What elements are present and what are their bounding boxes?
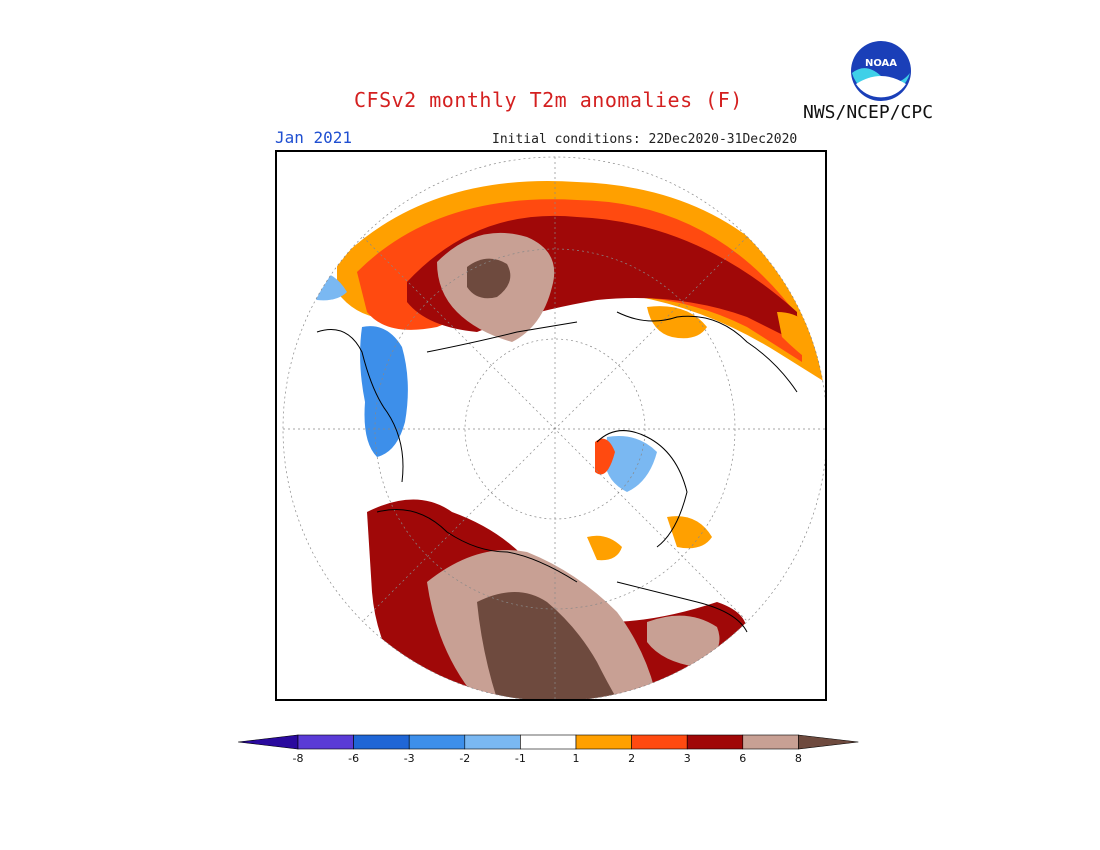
agency-label: NWS/NCEP/CPC (803, 102, 934, 123)
canada-orange-patch (587, 535, 622, 561)
legend-swatch (408, 734, 466, 750)
legend-swatch (238, 734, 299, 750)
north-america-brown (477, 592, 617, 699)
legend-tick-label: 3 (683, 752, 691, 765)
legend-swatch (742, 734, 799, 750)
noaa-logo-text: NOAA (865, 58, 897, 69)
coastlines (316, 311, 798, 633)
legend-swatch (520, 734, 577, 750)
siberia-brown-anomaly (467, 258, 511, 299)
legend-tick-label: 8 (794, 752, 802, 765)
legend-swatch (686, 734, 744, 750)
legend-tick-label: 2 (628, 752, 636, 765)
polar-anomaly-map (282, 156, 828, 702)
legend-swatch (297, 734, 354, 750)
greenland-cold-anomaly (605, 436, 657, 492)
europe-orange (777, 312, 822, 367)
legend-swatch (464, 734, 521, 750)
map-frame (275, 150, 828, 702)
legend-tick-label: -6 (348, 752, 360, 765)
legend-tick-label: 6 (739, 752, 747, 765)
initial-conditions-label: Initial conditions: 22Dec2020-31Dec2020 (492, 132, 798, 147)
greenland-red-fringe (595, 438, 615, 475)
legend-tick-label: -3 (403, 752, 415, 765)
scandinavia-orange (647, 306, 707, 339)
legend-swatch (353, 734, 410, 750)
far-east-cold-anomaly (360, 326, 408, 457)
europe-tan-patch (647, 615, 720, 667)
legend-tick-label: -2 (459, 752, 471, 765)
noaa-logo: NOAA (851, 41, 911, 101)
atlantic-orange-patch (667, 516, 712, 549)
legend-swatch (798, 734, 859, 750)
color-legend (238, 734, 859, 750)
legend-tick-label: 1 (572, 752, 580, 765)
legend-tick-label: -1 (514, 752, 526, 765)
chart-title: CFSv2 monthly T2m anomalies (F) (354, 88, 743, 112)
legend-swatch (631, 734, 688, 750)
forecast-month: Jan 2021 (275, 128, 353, 147)
legend-swatch (575, 734, 632, 750)
legend-tick-label: -8 (292, 752, 304, 765)
